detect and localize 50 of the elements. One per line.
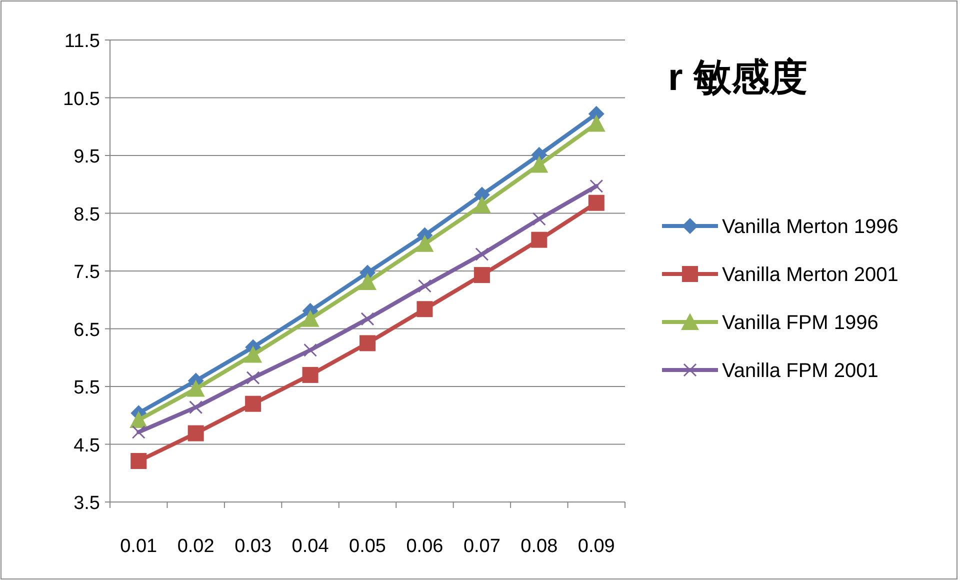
legend-label: Vanilla Merton 1996	[722, 216, 898, 238]
point	[245, 396, 262, 412]
y-tick-label: 10.5	[63, 88, 100, 110]
point	[474, 267, 490, 284]
legend-label: Vanilla Merton 2001	[722, 264, 898, 286]
point	[475, 248, 489, 262]
point	[186, 380, 205, 397]
x-tick-label: 0.03	[234, 536, 272, 557]
point	[418, 279, 432, 293]
point	[132, 425, 146, 439]
point	[246, 371, 260, 385]
point	[530, 156, 548, 173]
x-tick-label: 0.04	[292, 536, 330, 557]
legend-label: Vanilla FPM 2001	[722, 360, 878, 382]
point	[588, 194, 604, 211]
point	[587, 114, 606, 132]
point	[532, 212, 546, 226]
point	[302, 366, 318, 383]
x-tick-label: 0.01	[120, 536, 158, 557]
x-tick-label: 0.06	[406, 536, 444, 557]
point	[358, 272, 376, 290]
point	[301, 310, 320, 327]
point	[416, 301, 433, 318]
point	[244, 346, 262, 363]
point	[188, 425, 204, 442]
y-tick-label: 9.5	[74, 146, 100, 168]
point	[472, 196, 491, 214]
x-tick-label: 0.09	[578, 536, 615, 557]
x-tick-label: 0.05	[349, 536, 386, 557]
y-tick-label: 6.5	[74, 320, 100, 341]
point	[590, 179, 604, 193]
y-tick-label: 5.5	[74, 378, 100, 398]
y-tick-label: 11.5	[64, 31, 100, 52]
point	[360, 335, 376, 352]
y-tick-label: 3.5	[74, 493, 100, 514]
point	[360, 312, 374, 326]
point	[531, 232, 548, 248]
y-tick-label: 4.5	[74, 435, 100, 456]
x-tick-label: 0.02	[177, 536, 214, 557]
legend-label: Vanilla FPM 1996	[722, 312, 878, 334]
text: r 敏感度	[668, 56, 808, 99]
point	[130, 452, 147, 469]
y-tick-label: 8.5	[74, 204, 100, 226]
point	[189, 400, 203, 414]
point	[130, 410, 148, 428]
point	[304, 343, 318, 357]
x-tick-label: 0.08	[520, 536, 558, 557]
x-tick-label: 0.07	[463, 536, 500, 557]
y-tick-label: 7.5	[74, 262, 100, 283]
point	[416, 234, 434, 252]
